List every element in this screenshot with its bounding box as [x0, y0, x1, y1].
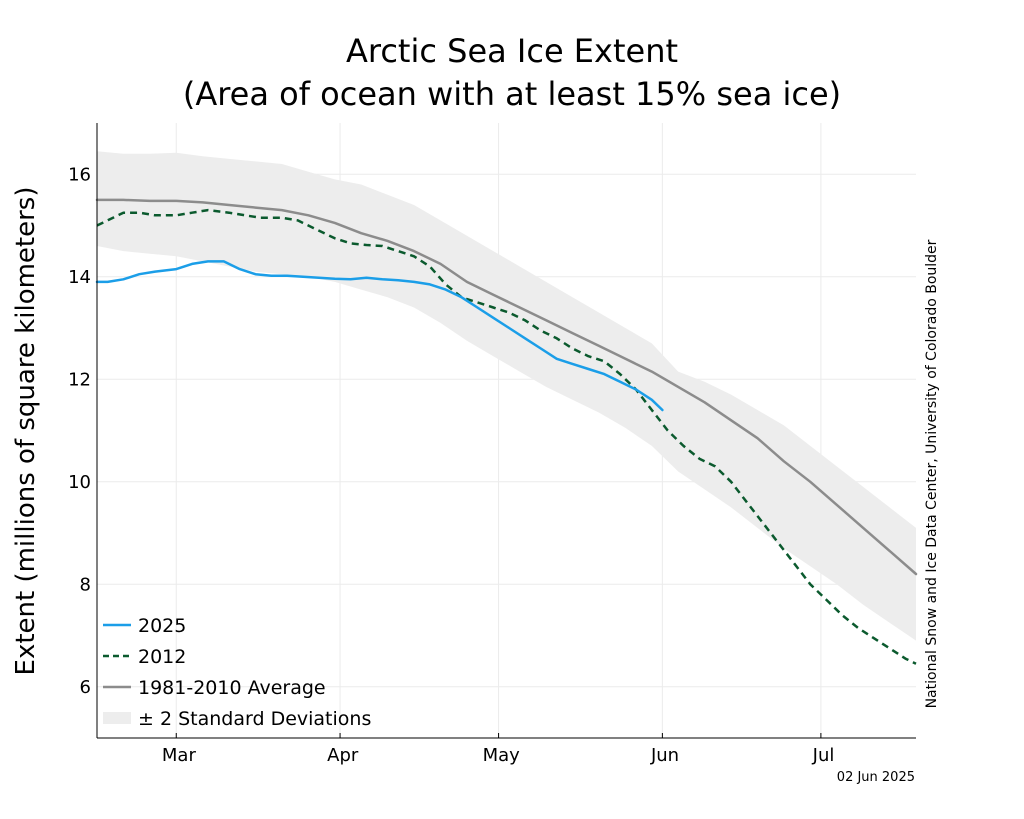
y-tick-label-12: 12 — [68, 369, 91, 390]
x-tick-label-apr: Apr — [327, 745, 359, 766]
series-line-y2012 — [96, 208, 917, 665]
y-tick-label-6: 6 — [80, 677, 91, 698]
x-tick-labels: Mar Apr May Jun Jul — [162, 745, 834, 766]
legend-label-y2012: 2012 — [138, 646, 186, 668]
credit-text: National Snow and Ice Data Center, Unive… — [924, 239, 940, 708]
date-stamp: 02 Jun 2025 — [837, 770, 915, 785]
std-dev-band — [97, 151, 916, 641]
std-dev-band-area — [97, 151, 916, 641]
y-axis-label: Extent (millions of square kilometers) — [11, 187, 41, 676]
y-tick-label-14: 14 — [68, 267, 91, 288]
y-tick-label-16: 16 — [68, 164, 91, 185]
series-line-y2025 — [95, 260, 664, 412]
legend: 2025 2012 1981-2010 Average ± 2 Standard De… — [103, 615, 371, 730]
x-tick-label-jul: Jul — [812, 745, 835, 766]
legend-label-band: ± 2 Standard Deviations — [138, 708, 371, 730]
series-lines — [95, 198, 918, 665]
x-tick-label-may: May — [483, 745, 521, 766]
chart-title-line-1: Arctic Sea Ice Extent — [346, 32, 678, 70]
y-tick-label-10: 10 — [68, 472, 91, 493]
y-tick-label-8: 8 — [80, 574, 91, 595]
legend-label-y2025: 2025 — [138, 615, 186, 637]
axes — [96, 123, 916, 739]
legend-swatch-band — [103, 712, 131, 724]
chart-title-line-2: (Area of ocean with at least 15% sea ice… — [183, 75, 841, 113]
legend-label-average: 1981-2010 Average — [138, 677, 326, 699]
series-line-average — [95, 198, 918, 576]
x-tick-label-mar: Mar — [162, 745, 197, 766]
y-tick-labels: 6 8 10 12 14 16 — [68, 164, 91, 698]
x-tick-label-jun: Jun — [650, 745, 679, 766]
